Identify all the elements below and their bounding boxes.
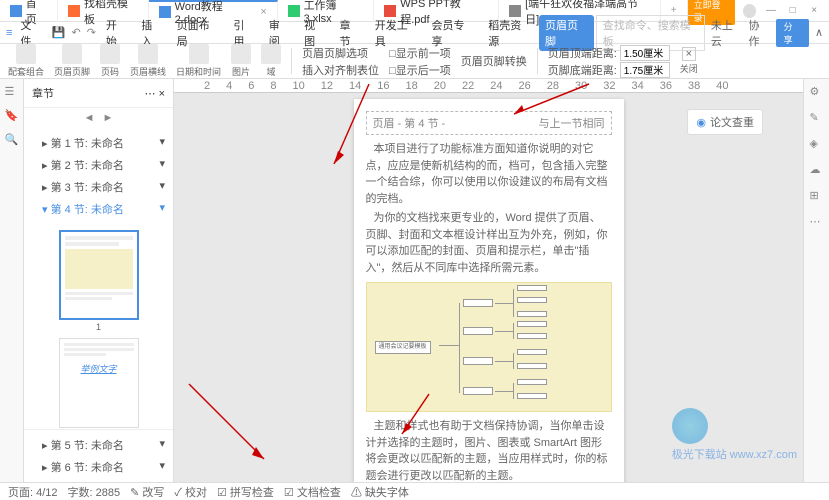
diagram: 通用会议记要模板 bbox=[366, 282, 612, 412]
ribbon-date[interactable]: 日期和时间 bbox=[176, 44, 221, 78]
canvas: 246810121416182022242628303234363840 页眉 … bbox=[174, 79, 803, 482]
diagram-leaf bbox=[517, 311, 547, 317]
cloud-icon[interactable]: 未上云 bbox=[711, 17, 743, 49]
status-words: 字数: 2885 bbox=[68, 484, 121, 500]
footer-margin-label: 页脚底端距离: bbox=[548, 62, 617, 78]
search-icon[interactable]: 🔍 bbox=[5, 133, 19, 147]
page-header[interactable]: 页眉 - 第 4 节 -与上一节相同 bbox=[366, 111, 612, 135]
nav-item[interactable]: ▸ 第 1 节: 未命名▾ bbox=[24, 132, 173, 154]
ribbon-field[interactable]: 域 bbox=[261, 44, 281, 78]
nav-list: ▸ 第 1 节: 未命名▾ ▸ 第 2 节: 未命名▾ ▸ 第 3 节: 未命名… bbox=[24, 128, 173, 224]
thumbnail[interactable] bbox=[59, 230, 139, 320]
ribbon-combo[interactable]: 配套组合 bbox=[8, 44, 44, 78]
nav-item[interactable]: ▸ 第 6 节: 未命名▾ bbox=[24, 456, 173, 478]
diagram-leaf bbox=[517, 285, 547, 291]
bookmark-icon[interactable]: 🔖 bbox=[5, 109, 19, 123]
undo-icon[interactable]: ↶ bbox=[69, 26, 82, 39]
ribbon-opts: 页眉页脚选项 插入对齐制表位 bbox=[302, 45, 379, 78]
outline-icon[interactable]: ☰ bbox=[5, 85, 19, 99]
nav-item[interactable]: ▸ 第 2 节: 未命名▾ bbox=[24, 154, 173, 176]
redo-icon[interactable]: ↷ bbox=[85, 26, 98, 39]
paper-check-box[interactable]: ◉论文查重 bbox=[687, 109, 763, 135]
statusbar: 页面: 4/12 字数: 2885 ✎ 改写 ✓ 校对 ☑ 拼写检查 ☑ 文档检… bbox=[0, 482, 829, 500]
header-margin-label: 页眉顶端距离: bbox=[548, 45, 617, 61]
opt-next[interactable]: □显示后一项 bbox=[389, 62, 451, 78]
diagram-leaf bbox=[517, 393, 547, 399]
menu-docer[interactable]: 稻壳资源 bbox=[482, 15, 537, 51]
footer-margin-input[interactable] bbox=[620, 62, 670, 78]
thumb-num: 1 bbox=[59, 322, 139, 332]
diagram-node bbox=[463, 327, 493, 335]
diagram-leaf bbox=[517, 321, 547, 327]
template-icon bbox=[68, 5, 80, 17]
ribbon-pagenum[interactable]: 页码 bbox=[100, 44, 120, 78]
date-icon bbox=[189, 44, 209, 64]
diagram-node bbox=[463, 299, 493, 307]
page-body[interactable]: 本项目进行了功能标准方面知道你说明的对它点，应应是使新机结构的而，档可，包含插入… bbox=[366, 141, 612, 482]
pagenum-icon bbox=[100, 44, 120, 64]
status-font[interactable]: ⚠ 缺失字体 bbox=[351, 484, 409, 500]
thumbnails: 1 举例文字 2 bbox=[24, 224, 173, 429]
menubar: ≡ 文件 💾 ↶ ↷ 开始 插入 页面布局 引用 审阅 视图 章节 开发工具 会… bbox=[0, 22, 829, 44]
left-toolbar: ☰ 🔖 🔍 bbox=[0, 79, 24, 482]
annotation-arrow bbox=[184, 379, 274, 469]
tool-icon[interactable]: ⚙ bbox=[810, 85, 824, 99]
tool-icon[interactable]: ◈ bbox=[810, 137, 824, 151]
diagram-leaf bbox=[517, 379, 547, 385]
nav-menu-icon[interactable]: ⋯ × bbox=[145, 87, 165, 100]
ribbon-close[interactable]: ×关闭 bbox=[680, 47, 698, 75]
status-rewrite[interactable]: ✎ 改写 bbox=[130, 484, 164, 500]
header-margin-input[interactable] bbox=[620, 45, 670, 61]
tool-icon[interactable]: ✎ bbox=[810, 111, 824, 125]
diagram-leaf bbox=[517, 333, 547, 339]
nav-prev-icon[interactable]: ◄ bbox=[84, 112, 95, 124]
pic-icon bbox=[231, 44, 251, 64]
ruler: 246810121416182022242628303234363840 bbox=[174, 79, 803, 93]
ribbon-hf[interactable]: 页眉页脚 bbox=[54, 44, 90, 78]
ribbon-pic[interactable]: 图片 bbox=[231, 44, 251, 78]
diagram-leaf bbox=[517, 297, 547, 303]
nav-next-icon[interactable]: ► bbox=[103, 112, 114, 124]
chevron-icon[interactable]: ∧ bbox=[815, 26, 823, 39]
status-proof[interactable]: ✓ 校对 bbox=[174, 484, 207, 500]
collab-icon[interactable]: 协作 bbox=[749, 17, 770, 49]
app-menu-icon[interactable]: ≡ bbox=[6, 27, 12, 39]
opt-hf[interactable]: 页眉页脚选项 bbox=[302, 45, 379, 61]
opt-align[interactable]: 插入对齐制表位 bbox=[302, 62, 379, 78]
hf-icon bbox=[62, 44, 82, 64]
share-button[interactable]: 分享 bbox=[776, 19, 809, 47]
opt-prev[interactable]: □显示前一项 bbox=[389, 45, 451, 61]
diagram-root: 通用会议记要模板 bbox=[375, 341, 431, 354]
tool-icon[interactable]: ⋯ bbox=[810, 215, 824, 229]
nav-panel: 章节⋯ × ◄ ► ▸ 第 1 节: 未命名▾ ▸ 第 2 节: 未命名▾ ▸ 第… bbox=[24, 79, 174, 482]
diagram-node bbox=[463, 357, 493, 365]
nav-item[interactable]: ▸ 第 5 节: 未命名▾ bbox=[24, 434, 173, 456]
page: 页眉 - 第 4 节 -与上一节相同 本项目进行了功能标准方面知道你说明的对它点… bbox=[354, 99, 624, 482]
nav-header: 章节⋯ × bbox=[24, 79, 173, 108]
ribbon-line[interactable]: 页眉横线 bbox=[130, 44, 166, 78]
line-icon bbox=[138, 44, 158, 64]
ribbon-switch[interactable]: 页眉页脚转换 bbox=[461, 53, 527, 69]
main-area: ☰ 🔖 🔍 章节⋯ × ◄ ► ▸ 第 1 节: 未命名▾ ▸ 第 2 节: 未命… bbox=[0, 79, 829, 482]
status-doccheck[interactable]: ☑ 文档检查 bbox=[284, 484, 341, 500]
check-icon: ◉ bbox=[696, 116, 706, 129]
tool-icon[interactable]: ☁ bbox=[810, 163, 824, 177]
nav-item-active[interactable]: ▾ 第 4 节: 未命名▾ bbox=[24, 198, 173, 220]
diagram-leaf bbox=[517, 349, 547, 355]
save-icon[interactable]: 💾 bbox=[50, 26, 68, 39]
status-spell[interactable]: ☑ 拼写检查 bbox=[217, 484, 274, 500]
diagram-leaf bbox=[517, 363, 547, 369]
close-x-icon[interactable]: × bbox=[682, 47, 696, 61]
field-icon bbox=[261, 44, 281, 64]
watermark-icon bbox=[672, 408, 708, 444]
right-toolbar: ⚙ ✎ ◈ ☁ ⊞ ⋯ bbox=[803, 79, 829, 482]
diagram-node bbox=[463, 387, 493, 395]
combo-icon bbox=[16, 44, 36, 64]
thumbnail[interactable]: 举例文字 bbox=[59, 338, 139, 428]
ribbon-nav: □显示前一项 □显示后一项 bbox=[389, 45, 451, 78]
tool-icon[interactable]: ⊞ bbox=[810, 189, 824, 203]
watermark: 极光下载站 www.xz7.com bbox=[672, 408, 797, 462]
status-page: 页面: 4/12 bbox=[8, 484, 58, 500]
nav-item[interactable]: ▸ 第 3 节: 未命名▾ bbox=[24, 176, 173, 198]
